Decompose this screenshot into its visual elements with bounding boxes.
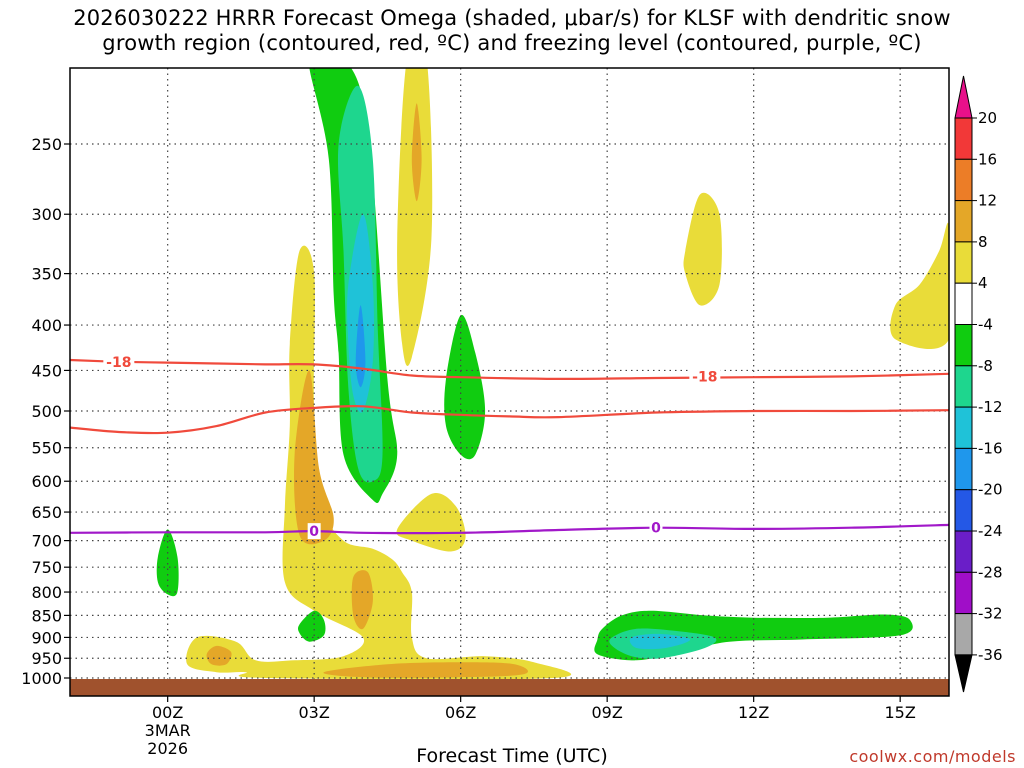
y-tick-label-650: 650 — [31, 503, 62, 522]
colorbar-bin-13 — [954, 613, 973, 656]
colorbar-label-1: 20 — [978, 109, 997, 127]
chart-title-line-2: growth region (contoured, red, ºC) and f… — [102, 31, 922, 55]
terrain — [70, 679, 949, 696]
freezing-level-label-bg-1 — [649, 519, 663, 536]
omega-region-7 — [351, 570, 373, 630]
dgz-minus18-label-bg-0 — [103, 353, 135, 370]
freezing-level-label-0: 0 — [309, 524, 319, 540]
colorbar-label-5: 4 — [978, 274, 988, 292]
y-tick-label-750: 750 — [31, 558, 62, 577]
dgz-minus18-label-1: -18 — [692, 369, 717, 385]
omega-region-13 — [156, 529, 179, 597]
omega-region-1 — [186, 245, 572, 680]
colorbar-label-11: -24 — [978, 522, 1003, 540]
y-tick-label-600: 600 — [31, 472, 62, 491]
colorbar-label-3: 12 — [978, 192, 997, 210]
colorbar-top-arrow — [954, 75, 973, 119]
y-tick-label-950: 950 — [31, 649, 62, 668]
x-tick-sublabel-2: 2026 — [147, 739, 188, 758]
omega-region-5 — [890, 223, 949, 349]
colorbar-label-2: 16 — [978, 150, 997, 168]
source-credit[interactable]: coolwx.com/models — [849, 747, 1016, 766]
dgz-minus18-line — [70, 358, 949, 381]
x-tick-label-00Z: 00Z — [152, 703, 183, 722]
temperature-contours: -18 -18 0 0 — [70, 353, 949, 540]
y-tick-label-850: 850 — [31, 606, 62, 625]
colorbar-label-4: 8 — [978, 233, 988, 251]
colorbar-label-6: -4 — [978, 316, 993, 334]
colorbar-bin-10 — [954, 489, 973, 532]
chart-title: 2026030222 HRRR Forecast Omega (shaded, … — [0, 6, 1024, 56]
omega-region-3 — [397, 68, 433, 366]
colorbar-label-9: -16 — [978, 439, 1003, 457]
x-tick-sublabel-1: 3MAR — [145, 721, 191, 740]
colorbar-bottom-arrow — [954, 654, 973, 693]
y-tick-label-300: 300 — [31, 205, 62, 224]
y-tick-label-800: 800 — [31, 583, 62, 602]
terrain-ground — [70, 679, 949, 696]
colorbar-label-10: -20 — [978, 481, 1003, 499]
y-tick-label-700: 700 — [31, 532, 62, 551]
colorbar-label-7: -8 — [978, 357, 993, 375]
y-tick-label-550: 550 — [31, 439, 62, 458]
colorbar-bin-9 — [954, 447, 973, 491]
colorbar-bin-8 — [954, 406, 973, 449]
colorbar-label-14: -36 — [978, 646, 1003, 664]
freezing-level-label-1: 0 — [651, 521, 661, 537]
plot-background — [70, 68, 949, 696]
omega-region-8 — [206, 645, 232, 666]
x-tick-label-03Z: 03Z — [299, 703, 330, 722]
y-tick-label-350: 350 — [31, 265, 62, 284]
freezing-level-line — [70, 523, 949, 535]
x-axis-label: Forecast Time (UTC) — [416, 745, 608, 767]
omega-shading — [156, 68, 949, 680]
colorbar-label-12: -28 — [978, 563, 1003, 581]
axes: 250 300 350 400 450 500 550 600 650 700 750 800 850 9… — [21, 135, 916, 758]
colorbar-label-8: -12 — [978, 398, 1003, 416]
colorbar-bin-4 — [954, 241, 973, 284]
omega-region-14 — [297, 610, 326, 642]
freezing-level-label-bg-0 — [307, 523, 321, 540]
omega-region-2 — [396, 492, 466, 552]
colorbar-bin-3 — [954, 200, 973, 243]
y-tick-label-900: 900 — [31, 628, 62, 647]
plot-frame — [69, 67, 950, 697]
colorbar-bin-1 — [954, 117, 973, 160]
colorbar-bin-12 — [954, 571, 973, 615]
x-tick-label-15Z: 15Z — [885, 703, 916, 722]
dgz-minus18-label-0: -18 — [106, 355, 131, 371]
omega-region-10 — [411, 103, 422, 202]
omega-region-9 — [323, 662, 529, 678]
colorbar-bin-5 — [954, 282, 973, 326]
y-tick-label-250: 250 — [31, 135, 62, 154]
dgz-minus12-line — [70, 405, 949, 435]
x-tick-label-06Z: 06Z — [445, 703, 476, 722]
omega-region-20 — [355, 305, 366, 388]
x-tick-label-12Z: 12Z — [738, 703, 769, 722]
colorbar-bin-2 — [954, 158, 973, 202]
y-tick-label-450: 450 — [31, 361, 62, 380]
colorbar-bin-11 — [954, 530, 973, 573]
y-tick-label-1000: 1000 — [21, 669, 62, 688]
omega-region-12 — [444, 314, 486, 460]
colorbar: 20 16 12 8 4 -4 -8 -12 -16 -20 -24 -28 -32 -36 — [954, 75, 1003, 693]
dgz-minus18-label-bg-1 — [689, 368, 721, 385]
y-tick-label-500: 500 — [31, 402, 62, 421]
colorbar-bin-6 — [954, 324, 973, 367]
x-tick-label-09Z: 09Z — [592, 703, 623, 722]
colorbar-label-13: -32 — [978, 605, 1003, 623]
omega-region-6 — [294, 370, 334, 545]
omega-region-4 — [683, 192, 722, 306]
chart-title-line-1: 2026030222 HRRR Forecast Omega (shaded, … — [73, 6, 951, 30]
colorbar-bin-7 — [954, 365, 973, 408]
y-tick-label-400: 400 — [31, 316, 62, 335]
